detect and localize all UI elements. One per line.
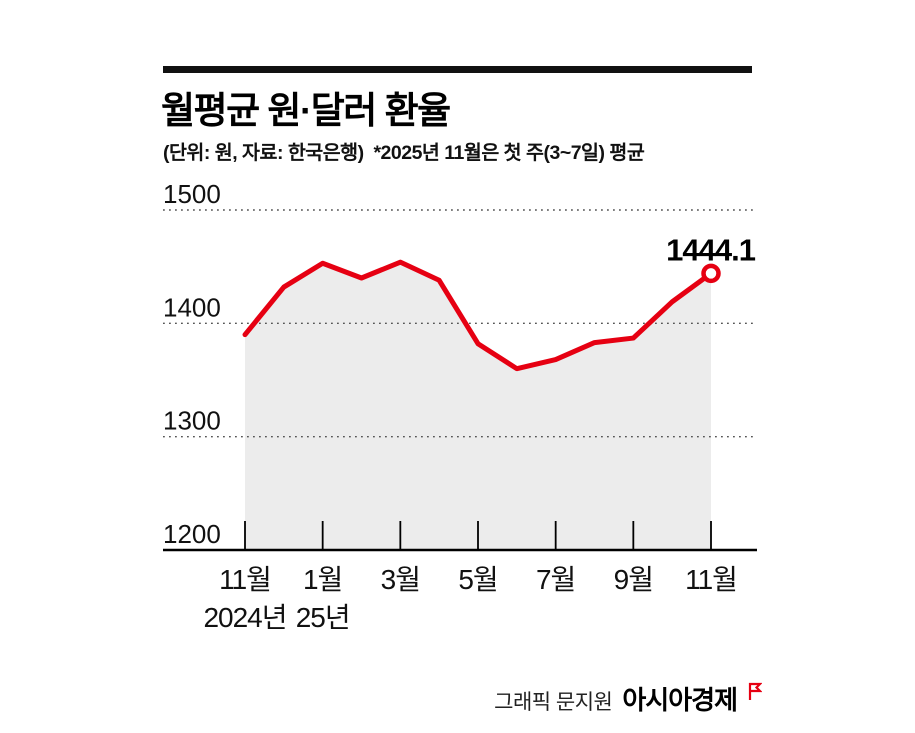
y-axis-label: 1500 xyxy=(163,179,221,209)
x-axis-label: 11월 xyxy=(219,564,271,595)
x-axis-sublabel: 2024년 xyxy=(203,602,286,633)
brand-name: 아시아경제 xyxy=(622,685,738,715)
top-rule xyxy=(163,66,752,73)
x-axis-label: 3월 xyxy=(381,564,420,595)
brand-flag-icon xyxy=(747,682,763,706)
x-axis-label: 7월 xyxy=(536,564,575,595)
x-axis-sublabel: 25년 xyxy=(296,602,350,633)
chart-subtitle: (단위: 원, 자료: 한국은행) *2025년 11월은 첫 주(3~7일) … xyxy=(163,142,645,164)
last-point-marker xyxy=(701,263,721,284)
y-axis-label: 1300 xyxy=(163,406,221,436)
x-axis-label: 1월 xyxy=(303,564,342,595)
area-fill xyxy=(245,262,711,550)
graphic-credit: 그래픽 문지원 xyxy=(494,691,613,714)
x-axis-label: 11월 xyxy=(685,564,737,595)
rate-line xyxy=(242,259,714,372)
x-axis-label: 9월 xyxy=(614,564,653,595)
y-axis-label: 1200 xyxy=(163,519,221,549)
last-value-annotation: 1444.1 xyxy=(666,232,756,267)
credit-line: 그래픽 문지원 아시아경제 xyxy=(494,680,763,717)
y-axis-label: 1400 xyxy=(163,292,221,322)
chart-title: 월평균 원·달러 환율 xyxy=(161,90,451,131)
x-axis-label: 5월 xyxy=(458,564,497,595)
